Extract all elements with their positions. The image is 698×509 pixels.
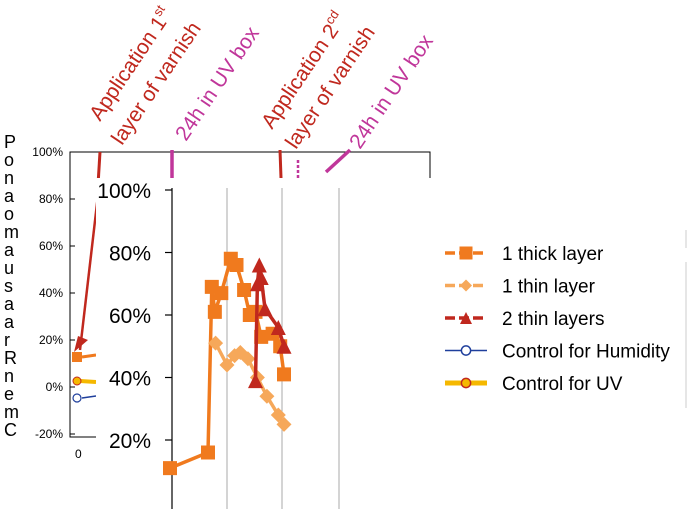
svg-text:s: s <box>4 276 13 296</box>
legend-entry: 2 thin layers <box>445 309 604 330</box>
data-point <box>253 270 269 285</box>
svg-text:o: o <box>4 150 14 170</box>
svg-text:m: m <box>4 402 19 422</box>
foreground-y-tick: 20% <box>109 430 151 453</box>
legend-marker <box>460 345 472 356</box>
annotation-arrow-app1 <box>78 194 100 351</box>
svg-text:n: n <box>4 366 14 386</box>
data-point <box>208 335 224 351</box>
legend-marker <box>460 312 472 324</box>
legend-entry: 1 thick layer <box>445 244 604 265</box>
svg-text:C: C <box>4 420 17 440</box>
data-point <box>270 407 286 423</box>
annotations: Application 1st layer of varnish 24h in … <box>85 2 438 153</box>
background-y-tick: 20% <box>39 333 63 347</box>
background-uv-line <box>79 379 97 384</box>
legend-label: 2 thin layers <box>502 309 604 330</box>
legend-entry: 1 thin layer <box>445 277 596 298</box>
annotation-line-app2 <box>278 149 283 179</box>
data-point <box>257 301 273 317</box>
foreground-y-tick: 60% <box>109 305 151 328</box>
svg-text:P: P <box>4 132 16 152</box>
data-point <box>163 461 177 476</box>
data-point <box>276 416 292 432</box>
data-point <box>214 286 229 301</box>
background-y-tick: 100% <box>32 145 63 159</box>
data-point <box>240 351 256 367</box>
legend: 1 thick layer 1 thin layer 2 thin layers Co… <box>445 244 670 395</box>
foreground-y-tick: 80% <box>109 243 151 266</box>
foreground-chart: 100% 80% 60% 40% 20% <box>97 180 340 509</box>
legend-label: Control for UV <box>502 374 623 395</box>
data-point <box>237 283 252 297</box>
background-humidity-marker <box>72 393 82 403</box>
background-x-tick: 0 <box>75 447 82 461</box>
svg-text:e: e <box>4 384 14 404</box>
data-point <box>248 373 263 389</box>
svg-text:m: m <box>4 222 19 242</box>
background-thick-layer-line <box>81 353 97 359</box>
foreground-panel <box>96 178 686 509</box>
background-y-tick: 60% <box>39 239 63 253</box>
data-point <box>270 320 286 335</box>
background-uv-marker <box>72 376 82 386</box>
legend-entry: Control for Humidity <box>445 342 670 363</box>
legend-marker <box>459 246 473 260</box>
data-point <box>207 304 222 319</box>
legend-entry: Control for UV <box>445 374 623 395</box>
series-1 <box>208 335 292 432</box>
background-y-tick: -20% <box>35 427 63 441</box>
background-thick-layer-marker <box>72 352 82 362</box>
svg-text:a: a <box>4 186 15 206</box>
data-point <box>219 357 235 373</box>
legend-marker <box>460 377 472 389</box>
legend-marker <box>460 279 472 292</box>
background-y-tick: 80% <box>39 192 63 206</box>
data-point <box>251 257 267 273</box>
annotation-arrowhead-app1 <box>74 336 88 352</box>
legend-label: 1 thick layer <box>502 244 604 265</box>
garbled-y-label: P o n a o m a u s a a r R n e m C <box>4 132 19 440</box>
data-point <box>277 367 291 382</box>
series-0 <box>163 251 291 476</box>
svg-text:a: a <box>4 240 15 260</box>
svg-text:u: u <box>4 258 14 278</box>
data-point <box>259 388 275 404</box>
data-point <box>201 445 215 460</box>
svg-text:a: a <box>4 294 15 314</box>
svg-text:a: a <box>4 312 15 332</box>
legend-label: 1 thin layer <box>502 277 596 298</box>
data-point <box>229 258 244 272</box>
background-y-tick: 40% <box>39 286 63 300</box>
series-2 <box>248 257 292 389</box>
annotation-line-uv2 <box>324 148 352 174</box>
svg-text:o: o <box>4 204 14 224</box>
background-y-tick: 0% <box>46 380 64 394</box>
foreground-y-tick: 40% <box>109 368 151 391</box>
svg-text:R: R <box>4 348 17 368</box>
background-humidity-line <box>81 395 97 399</box>
svg-text:r: r <box>4 330 10 350</box>
foreground-y-tick: 100% <box>97 180 151 203</box>
svg-text:n: n <box>4 168 14 188</box>
data-point <box>276 338 292 354</box>
legend-label: Control for Humidity <box>502 342 670 363</box>
